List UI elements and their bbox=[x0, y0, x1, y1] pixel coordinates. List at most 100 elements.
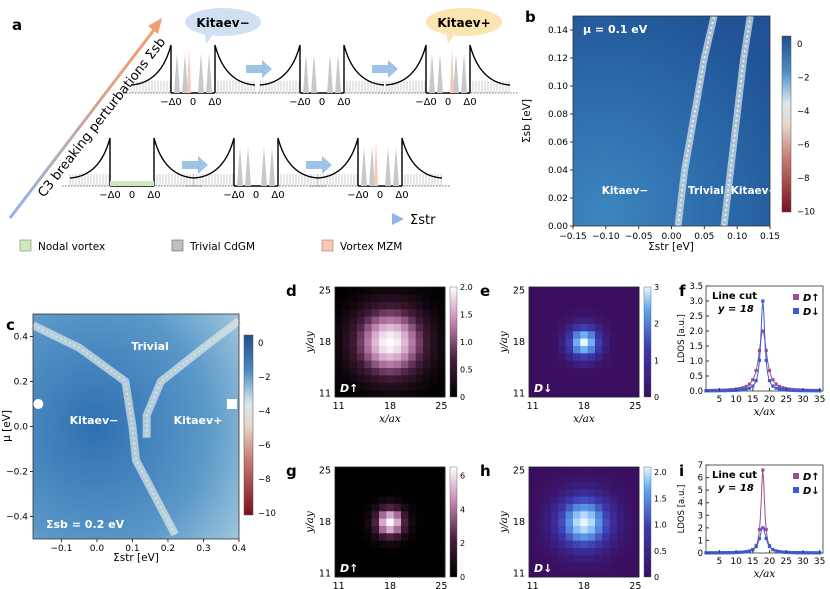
x-tick-label-i: 35 bbox=[814, 557, 825, 567]
data-point-f bbox=[777, 384, 782, 389]
y-axis-label-i: LDOS [a.u.] bbox=[677, 485, 687, 534]
region-label-trivial-c: Trivial bbox=[131, 340, 169, 353]
ldos-map-e: D↓ 11 18 25 11 18 25 x/ax y/ay 0 1 2 3 bbox=[498, 283, 659, 425]
data-point-f bbox=[774, 386, 778, 390]
data-point-f bbox=[804, 389, 808, 393]
legend-swatch-mzm bbox=[321, 239, 334, 252]
x-axis-label-i: x/ax bbox=[754, 568, 776, 580]
y-tick-label-f: 3.0 bbox=[689, 297, 703, 307]
x-tick-label-c: 0.4 bbox=[232, 544, 247, 554]
data-point-f bbox=[737, 388, 742, 392]
y-tick-label-b: 0.10 bbox=[548, 82, 568, 92]
transition-arrows bbox=[182, 60, 398, 174]
map-label-g: D↑ bbox=[340, 562, 358, 575]
panel-label-f: f bbox=[679, 282, 686, 300]
data-point-f bbox=[764, 358, 768, 362]
tick-label: 0 bbox=[190, 97, 196, 108]
x-tick-label-g: 25 bbox=[435, 581, 447, 589]
data-point-i bbox=[751, 548, 755, 552]
colorbar-tick-b: −8 bbox=[797, 174, 810, 184]
annotation-c: Σsb = 0.2 eV bbox=[46, 518, 125, 531]
spectrum-schematic: −Δ0 0 Δ0 bbox=[252, 44, 392, 108]
y-axis-label-d: y/ay bbox=[304, 330, 316, 354]
data-point-f bbox=[757, 358, 762, 362]
x-tick-label-b: −0.15 bbox=[559, 232, 587, 242]
y-tick-label-i: 5 bbox=[698, 486, 703, 496]
y-tick-label-b: 0.06 bbox=[548, 138, 568, 148]
data-point-f bbox=[741, 386, 745, 390]
x-tick-label-f: 35 bbox=[814, 395, 825, 405]
panel-a-schematic: a C3 breaking perturbations Σsb Σstr Kit… bbox=[8, 8, 518, 253]
region-label-trivial-b: Trivial bbox=[688, 185, 724, 197]
data-point-f bbox=[767, 379, 772, 383]
y-tick-label-b: 0.02 bbox=[548, 194, 568, 204]
data-point-f bbox=[794, 388, 798, 393]
panel-label-a: a bbox=[12, 16, 22, 34]
data-point-f bbox=[781, 386, 785, 390]
x-tick-label-b: 0.00 bbox=[661, 232, 681, 242]
tick-label: −Δ0 bbox=[99, 190, 121, 201]
x-tick-label-c: 0.1 bbox=[125, 544, 139, 554]
data-point-f bbox=[707, 389, 711, 393]
data-point-i bbox=[721, 551, 725, 555]
colorbar-tick-c: −4 bbox=[258, 407, 271, 417]
x-tick-label-g: 11 bbox=[333, 581, 345, 589]
data-point-f bbox=[761, 299, 765, 303]
x-axis-label-e: x/ax bbox=[573, 413, 595, 425]
x-tick-label-f: 20 bbox=[764, 395, 776, 405]
legend-a: Nodal vortex Trivial CdGM Vortex MZM bbox=[19, 239, 402, 253]
x-tick-label-f: 10 bbox=[730, 395, 742, 405]
y-tick-label-b: 0.00 bbox=[548, 222, 568, 232]
bubble-kitaev-minus-label: Kitaev− bbox=[196, 16, 249, 30]
x-tick-label-i: 25 bbox=[781, 557, 792, 567]
y-tick-label-e: 11 bbox=[513, 388, 525, 399]
x-tick-label-d: 25 bbox=[435, 401, 447, 412]
x-axis-label-d: x/ax bbox=[379, 413, 401, 425]
colorbar-tick-h: 2.0 bbox=[654, 468, 667, 477]
data-point-f bbox=[774, 382, 778, 386]
colorbar-tick-e: 2 bbox=[654, 320, 659, 329]
y-tick-label-g: 11 bbox=[319, 568, 331, 579]
y-tick-label-f: 0.0 bbox=[689, 387, 703, 397]
ldos-map-d: D↑ 11 18 25 11 18 25 x/ax y/ay 0 0.5 1.0 1.5 2.0 bbox=[304, 283, 473, 425]
x-tick-label-e: 25 bbox=[629, 401, 641, 412]
colorbar-tick-c: 0 bbox=[258, 339, 263, 349]
x-tick-label-i: 30 bbox=[797, 557, 809, 567]
y-tick-label-c: 0.4 bbox=[14, 333, 29, 343]
x-tick-label-e: 18 bbox=[578, 401, 590, 412]
data-point-i bbox=[744, 550, 748, 554]
data-point-i bbox=[707, 551, 711, 555]
data-point-i bbox=[787, 550, 792, 555]
legend-entry-i: D↑ bbox=[803, 472, 820, 483]
y-tick-label-g: 25 bbox=[319, 466, 331, 477]
data-point-i bbox=[791, 550, 795, 555]
colorbar-tick-d: 2.0 bbox=[460, 283, 473, 292]
data-point-i bbox=[764, 536, 768, 541]
x-tick-label-d: 18 bbox=[384, 401, 396, 412]
data-point-i bbox=[754, 544, 758, 549]
spectrum-schematic: −Δ0 0 Δ0 bbox=[62, 137, 202, 201]
x-axis-label: Σstr bbox=[410, 213, 436, 228]
x-tick-label-f: 5 bbox=[717, 395, 723, 405]
data-point-i bbox=[761, 526, 765, 530]
data-point-i bbox=[811, 551, 815, 555]
data-point-f bbox=[811, 389, 815, 393]
colorbar-tick-c: −6 bbox=[258, 441, 271, 451]
x-tick-label-f: 25 bbox=[781, 395, 792, 405]
y-tick-label-c: −0.2 bbox=[6, 468, 28, 478]
spectrum-schematic: −Δ0 0 Δ0 bbox=[186, 137, 326, 201]
colorbar-tick-d: 1.0 bbox=[460, 338, 473, 347]
x-tick-label-i: 15 bbox=[747, 557, 758, 567]
y-tick-label-i: 6 bbox=[698, 474, 703, 484]
x-tick-label-b: 0.15 bbox=[760, 232, 780, 242]
data-point-i bbox=[764, 527, 768, 532]
data-point-f bbox=[787, 388, 792, 392]
y-tick-label-c: −0.4 bbox=[6, 513, 28, 523]
x-tick-label-i: 10 bbox=[730, 557, 742, 567]
data-point-f bbox=[744, 384, 748, 389]
colorbar-tick-d: 0.5 bbox=[460, 366, 473, 375]
data-point-f bbox=[744, 387, 748, 391]
map-label-d: D↑ bbox=[340, 382, 358, 395]
tick-label: 0 bbox=[319, 97, 325, 108]
colorbar-c bbox=[243, 334, 254, 516]
